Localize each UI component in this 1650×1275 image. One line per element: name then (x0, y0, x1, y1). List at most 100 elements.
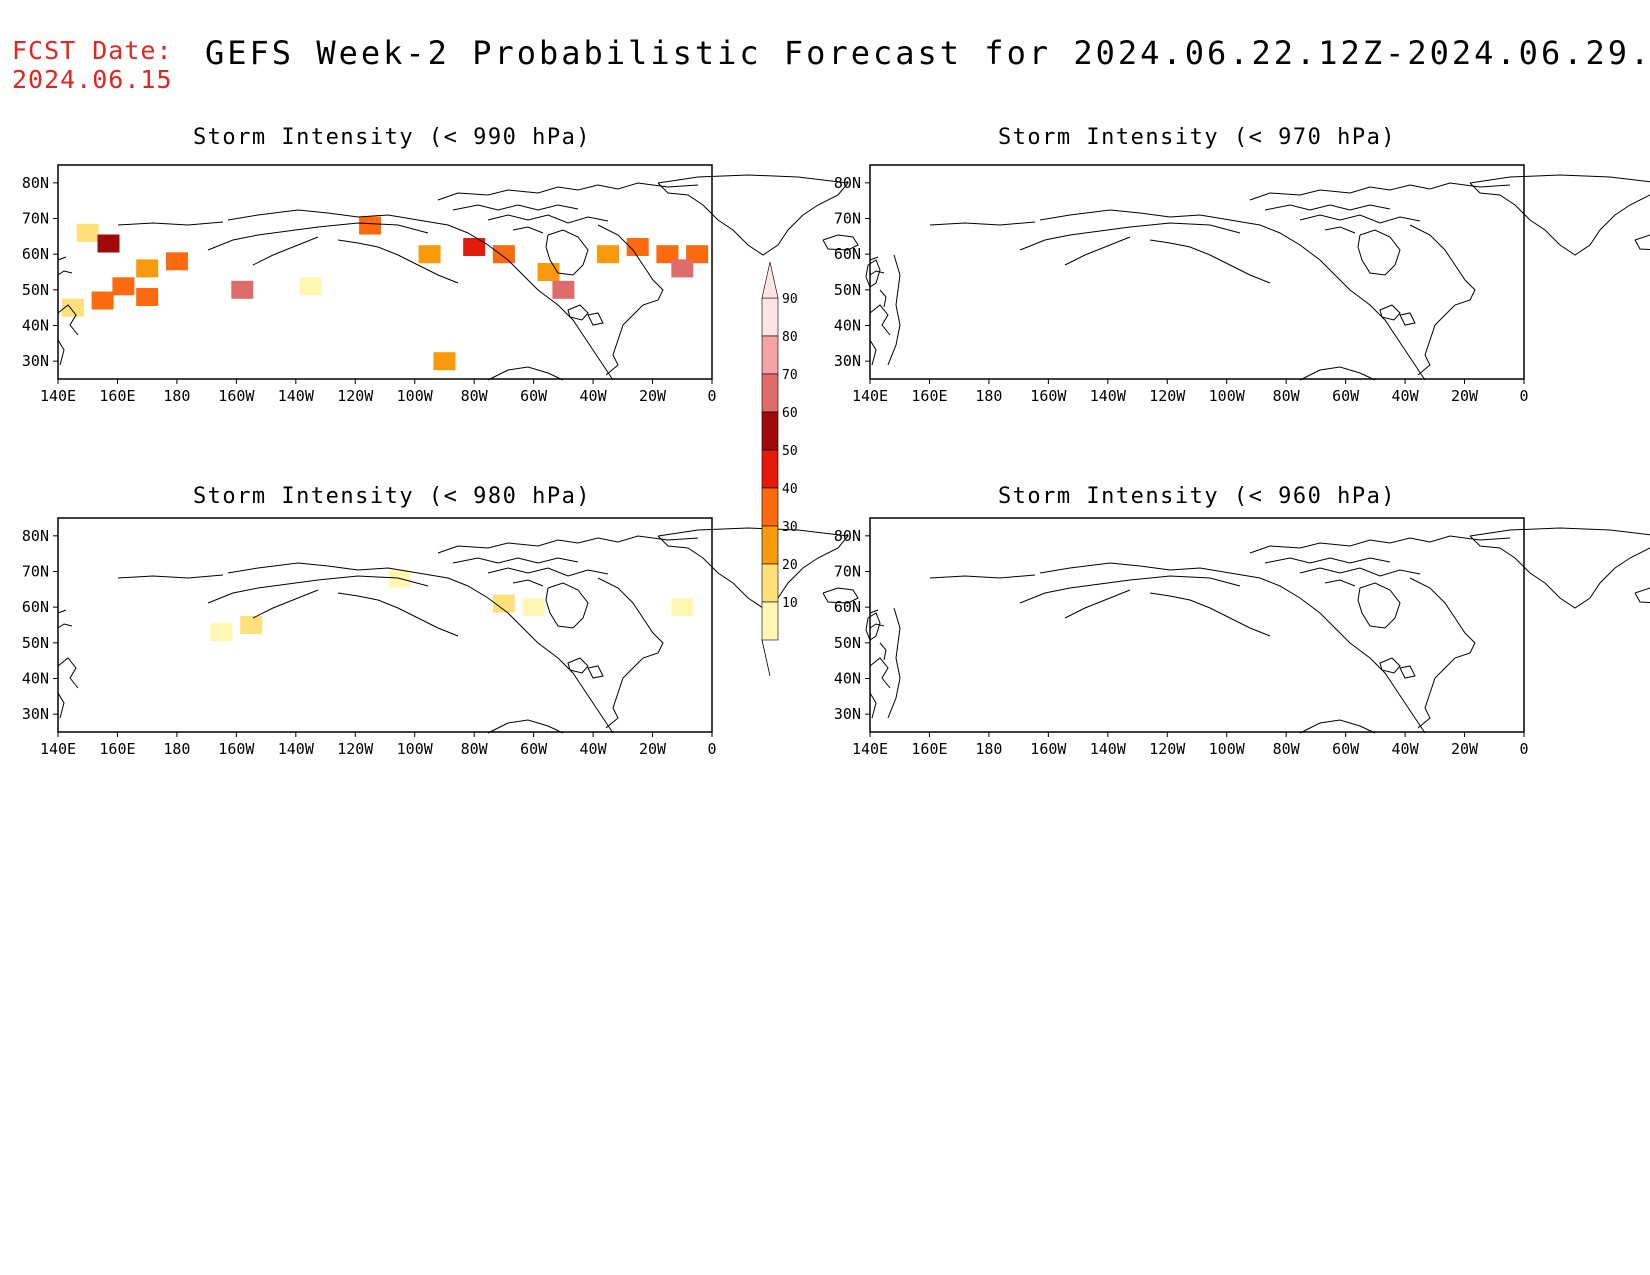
lat-tick-label: 30N (834, 705, 861, 723)
lon-tick-label: 180 (163, 387, 190, 405)
colorbar-swatch (761, 525, 779, 565)
lon-tick-label: 80W (1273, 387, 1301, 405)
lon-tick-label: 60W (520, 387, 548, 405)
lon-tick-label: 140W (278, 387, 315, 405)
lat-tick-label: 60N (22, 245, 49, 263)
coastline (869, 527, 1650, 734)
lon-tick-label: 100W (1209, 740, 1246, 758)
lat-tick-label: 40N (22, 670, 49, 688)
prob-cell (597, 245, 619, 264)
lon-tick-label: 160W (1030, 740, 1067, 758)
prob-cell (552, 280, 575, 299)
lon-tick-label: 120W (337, 740, 374, 758)
panel-title-960: Storm Intensity (< 960 hPa) (997, 484, 1397, 509)
map-frame (869, 517, 1525, 733)
lon-tick-label: 140E (40, 387, 76, 405)
map-panel-990: 140E 160E 180 160W 140W 120W 100W 80W 60W 40W 20W 0… (22, 164, 901, 405)
lat-tick-label: 40N (22, 317, 49, 335)
colorbar-label: 90 (782, 292, 798, 307)
colorbar-label: 60 (782, 406, 798, 421)
colorbar-label: 40 (782, 482, 798, 497)
prob-cell (418, 245, 441, 264)
lon-tick-label: 140W (1090, 387, 1127, 405)
prob-cell (359, 216, 382, 235)
lon-tick-label: 100W (397, 387, 434, 405)
lon-tick-label: 180 (975, 387, 1002, 405)
colorbar-swatch (761, 373, 779, 413)
colorbar-top-arrow (761, 261, 779, 299)
lon-tick-label: 0 (1519, 387, 1528, 405)
prob-cell (97, 234, 120, 253)
colorbar-label: 30 (782, 520, 798, 535)
lat-tick-label: 80N (834, 174, 861, 192)
lon-tick-label: 20W (639, 740, 667, 758)
fcst-date-value: 2024.06.15 (12, 65, 173, 94)
colorbar-swatch (761, 297, 779, 337)
lon-tick-label: 40W (1392, 740, 1420, 758)
colorbar-swatch (761, 449, 779, 489)
lat-tick-label: 70N (834, 210, 861, 228)
prob-cell (433, 352, 456, 371)
lon-tick-label: 80W (461, 740, 489, 758)
map-panel-960: 140E 160E 180 160W 140W 120W 100W 80W 60W 40W 20W 0… (834, 517, 1650, 758)
colorbar-label: 80 (782, 330, 798, 345)
lon-tick-label: 120W (337, 387, 374, 405)
prob-cell (76, 223, 99, 242)
lat-tick-label: 60N (22, 598, 49, 616)
lat-tick-label: 70N (834, 563, 861, 581)
lat-tick-label: 60N (834, 598, 861, 616)
lon-tick-label: 40W (580, 387, 608, 405)
lat-tick-label: 30N (22, 705, 49, 723)
lon-tick-label: 160W (218, 387, 255, 405)
lon-tick-label: 160E (99, 387, 135, 405)
lon-tick-label: 60W (520, 740, 548, 758)
prob-cell (492, 245, 515, 264)
colorbar-label: 20 (782, 558, 798, 573)
lon-tick-label: 40W (580, 740, 608, 758)
prob-cell (671, 259, 694, 278)
lat-tick-label: 50N (22, 281, 49, 299)
prob-cell (656, 245, 679, 264)
lon-tick-label: 0 (707, 740, 716, 758)
prob-cell (686, 245, 709, 264)
colorbar-legend: 90 80 70 60 50 40 30 20 10 (761, 261, 798, 677)
lat-tick-label: 70N (22, 210, 49, 228)
map-panels: 140E 160E 180 160W 140W 120W 100W 80W 60W 40W 20W 0… (22, 164, 1650, 758)
lat-tick-label: 60N (834, 245, 861, 263)
lat-tick-label: 30N (22, 352, 49, 370)
lon-tick-label: 160E (99, 740, 135, 758)
prob-cell (112, 277, 135, 296)
lon-tick-label: 60W (1332, 740, 1360, 758)
lat-tick-label: 80N (22, 174, 49, 192)
lon-tick-label: 120W (1149, 740, 1186, 758)
panel-title-980: Storm Intensity (< 980 hPa) (192, 484, 592, 509)
prob-cell (91, 291, 114, 310)
colorbar-swatch (761, 601, 779, 641)
lon-tick-label: 160E (911, 740, 947, 758)
lon-tick-label: 140E (40, 740, 76, 758)
lon-tick-label: 20W (1451, 740, 1479, 758)
prob-cell (210, 623, 233, 642)
prob-cell (537, 263, 560, 281)
lat-tick-label: 50N (834, 281, 861, 299)
lat-tick-label: 50N (22, 634, 49, 652)
lon-tick-label: 60W (1332, 387, 1360, 405)
lon-tick-label: 100W (1209, 387, 1246, 405)
prob-cell (463, 238, 486, 256)
colorbar-label: 10 (782, 596, 798, 611)
map-frame (57, 517, 713, 733)
lon-tick-label: 140E (852, 740, 888, 758)
lat-tick-label: 80N (22, 527, 49, 545)
map-frame (869, 164, 1525, 380)
prob-cell (522, 598, 545, 617)
colorbar-swatch (761, 411, 779, 451)
prob-cell (492, 594, 515, 613)
lon-tick-label: 140E (852, 387, 888, 405)
fcst-date-label: FCST Date: (12, 36, 173, 65)
lon-tick-label: 160W (218, 740, 255, 758)
lon-tick-label: 20W (1451, 387, 1479, 405)
lon-tick-label: 0 (1519, 740, 1528, 758)
colorbar-swatch (761, 487, 779, 527)
lon-tick-label: 20W (639, 387, 667, 405)
lon-tick-label: 80W (461, 387, 489, 405)
